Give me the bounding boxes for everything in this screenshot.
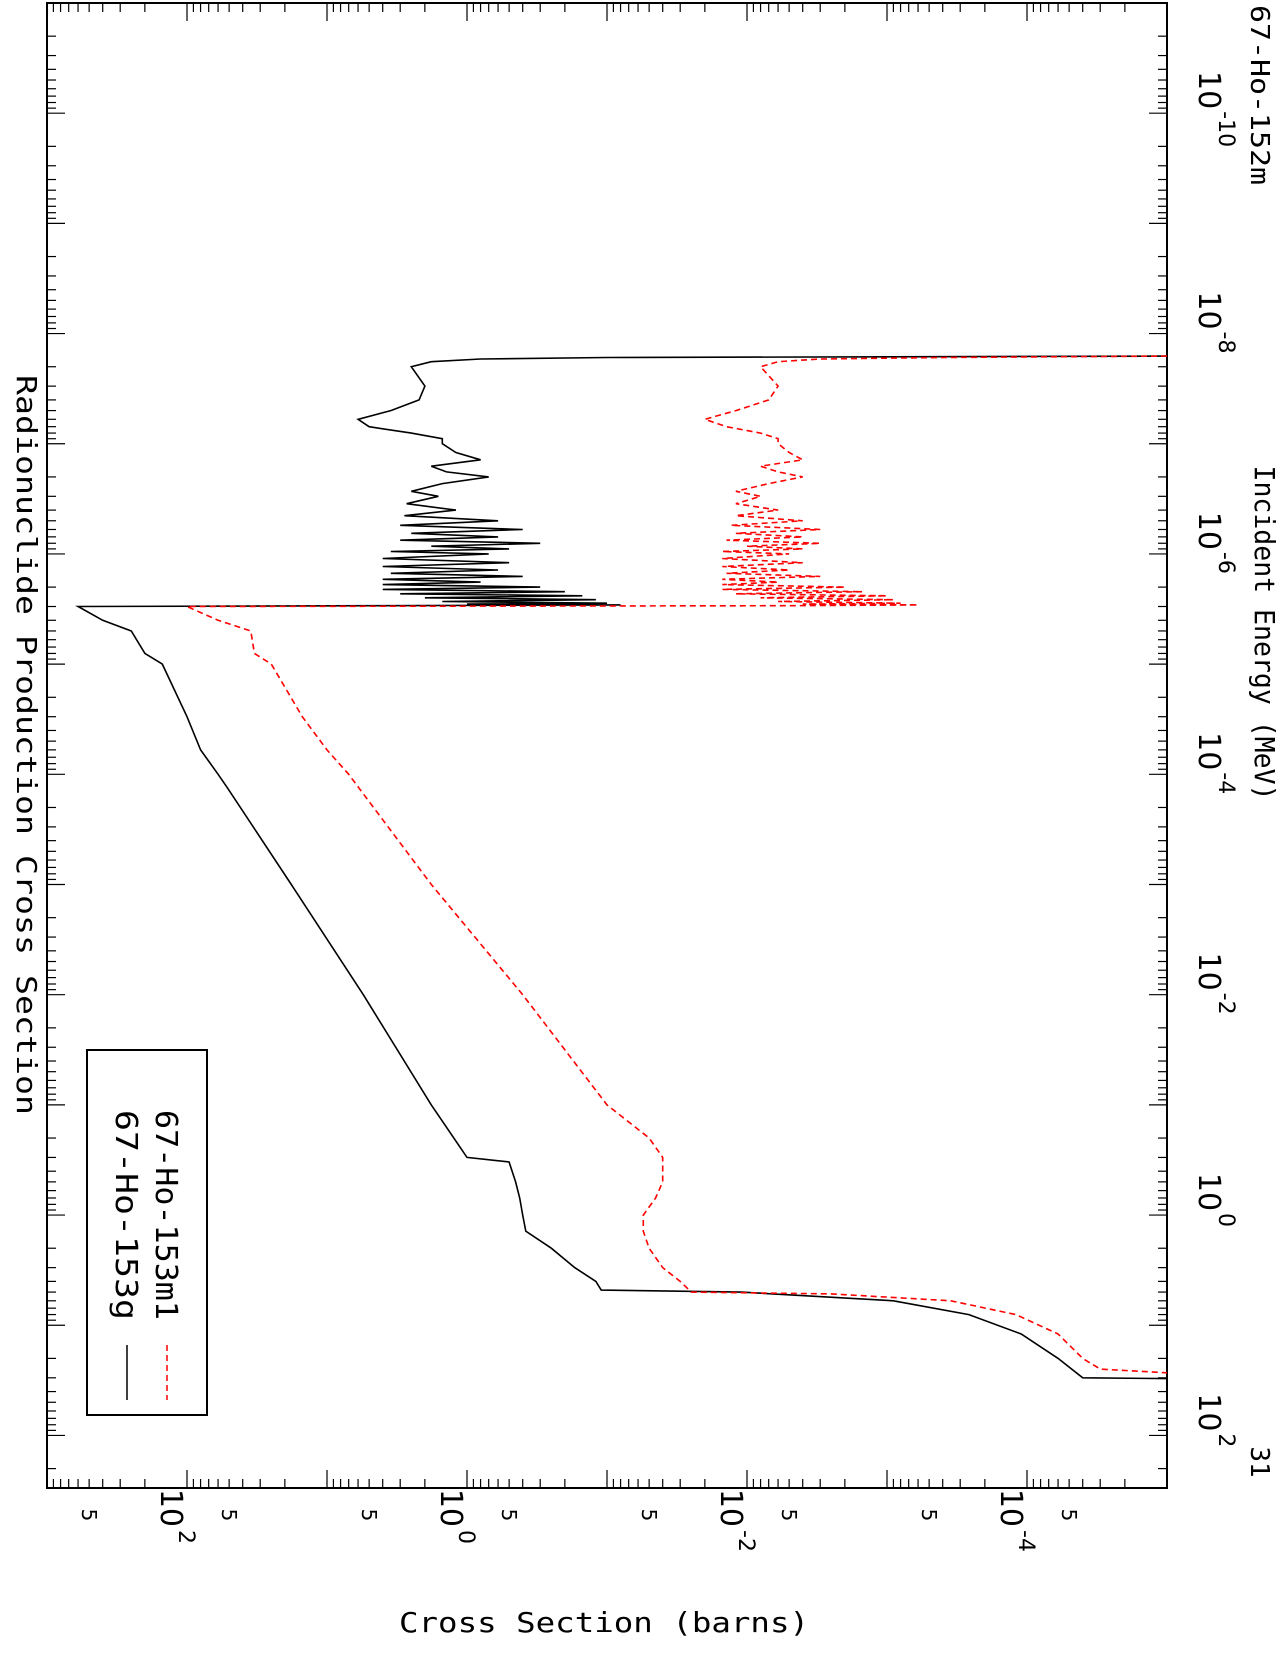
svg-text:0: 0 [1213,1213,1238,1227]
svg-text:10: 10 [993,1489,1028,1527]
y-minor-tick-label: 5 [497,1509,521,1522]
svg-text:10: 10 [1191,71,1226,109]
y-minor-tick-label: 5 [917,1509,941,1522]
x-tick-label: 10-8 [1191,291,1238,353]
svg-text:-2: -2 [1213,993,1238,1015]
page-label-top: 67-Ho-152m [1244,5,1274,185]
y-minor-tick-label: 5 [1057,1509,1081,1522]
svg-text:-2: -2 [733,1530,758,1552]
svg-text:10: 10 [1191,952,1226,990]
svg-text:-6: -6 [1213,552,1238,574]
y-minor-tick-label: 5 [217,1509,241,1522]
x-tick-label: 100 [1191,1173,1238,1227]
svg-text:10: 10 [433,1489,468,1527]
series-1-line [186,355,1168,1374]
svg-text:10: 10 [1191,512,1226,550]
plot-frame [46,2,1168,1489]
x-tick-label: 10-10 [1191,71,1238,147]
svg-text:-4: -4 [1213,772,1238,794]
y-tick-label: 100 [433,1489,478,1544]
x-tick-label: 10-2 [1191,952,1238,1014]
y-minor-tick-label: 5 [777,1509,801,1522]
legend-label-ho153g: 67-Ho-153g [108,1110,143,1320]
x-axis-label: Incident Energy (MeV) [1248,466,1281,801]
y-minor-tick-label: 5 [637,1509,661,1522]
page-label-bottom: 31 [1244,1446,1274,1477]
y-axis-label: Cross Section (barns) [399,1606,809,1639]
plot-curves [75,355,1168,1380]
svg-text:-4: -4 [1013,1530,1038,1552]
x-tick-label: 10-6 [1191,512,1238,574]
svg-text:2: 2 [173,1530,198,1544]
y-tick-label: 10-2 [713,1489,758,1552]
svg-text:10: 10 [153,1489,188,1527]
x-tick-label: 102 [1191,1393,1238,1447]
svg-text:10: 10 [1191,1173,1226,1211]
y-tick-label: 102 [153,1489,198,1544]
x-tick-label: 10-4 [1191,732,1238,794]
y-minor-tick-label: 5 [77,1509,101,1522]
svg-text:-8: -8 [1213,332,1238,354]
svg-text:10: 10 [1191,1393,1226,1431]
tick-labels: 10-1010-810-610-410-210010210-410-210010… [77,71,1238,1552]
svg-text:10: 10 [1191,732,1226,770]
chart-title: Radionuclide Production Cross Section [10,375,43,1115]
svg-text:2: 2 [1213,1433,1238,1447]
svg-text:10: 10 [1191,291,1226,329]
legend: 67-Ho-153g 67-Ho-153m1 [86,1049,208,1416]
svg-text:-10: -10 [1213,111,1238,147]
legend-box [86,1049,208,1416]
series-0-line [75,355,1168,1380]
axis-ticks [46,2,1168,1489]
y-minor-tick-label: 5 [357,1509,381,1522]
svg-text:0: 0 [453,1530,478,1544]
legend-label-ho153m1: 67-Ho-153m1 [148,1110,183,1320]
svg-text:10: 10 [713,1489,748,1527]
y-tick-label: 10-4 [993,1489,1038,1552]
